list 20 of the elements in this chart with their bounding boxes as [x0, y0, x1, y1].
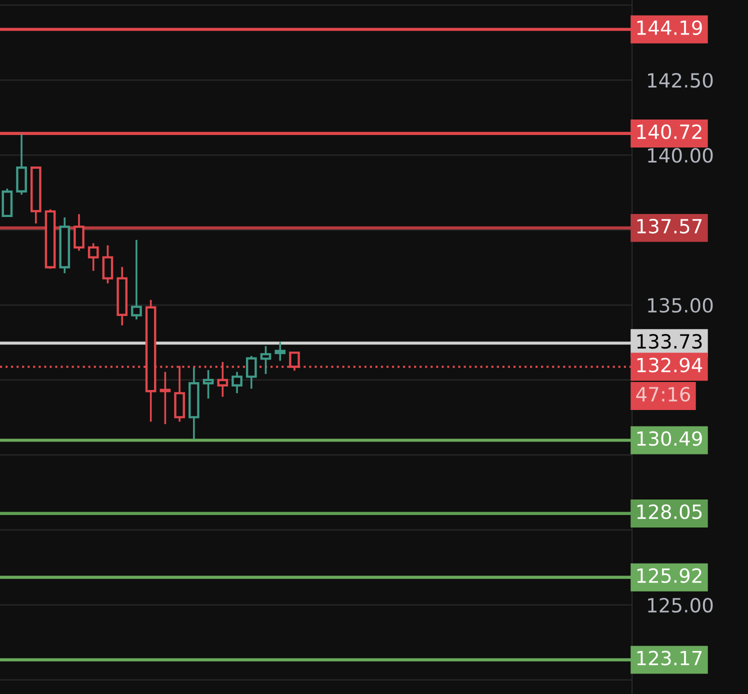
- ref-line-label: 144.19: [637, 20, 702, 36]
- ref-line-label: 130.49: [637, 431, 702, 446]
- candlestick: [116, 266, 128, 326]
- ref-line-label: 128.05: [637, 504, 702, 520]
- y-tick-label: 125.00: [648, 598, 713, 613]
- y-tick-label: 135.00: [648, 298, 713, 313]
- ref-line-label: 137.57: [637, 218, 702, 234]
- y-tick-label: 140.00: [648, 148, 713, 163]
- candlestick: [88, 242, 99, 272]
- y-tick-label: 142.50: [648, 73, 713, 88]
- ref-line-label: 132.94: [637, 358, 702, 372]
- candlestick: [160, 370, 171, 425]
- candlestick: [188, 366, 200, 440]
- ref-line-label: 123.17: [637, 650, 702, 666]
- candlestick: [202, 369, 214, 400]
- ref-line-label: 125.92: [637, 568, 702, 583]
- ref-line-label: 140.72: [637, 124, 702, 140]
- text: 47:16: [636, 386, 690, 402]
- candlestick: [274, 340, 286, 362]
- ref-line-label: 133.73: [637, 334, 702, 349]
